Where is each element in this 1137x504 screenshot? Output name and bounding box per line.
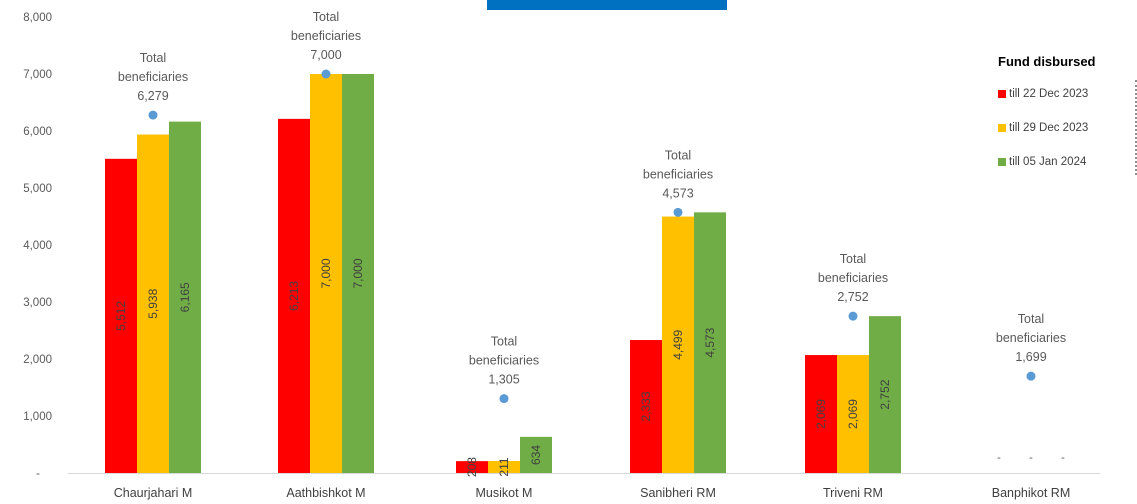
total-beneficiaries-label: Total xyxy=(491,335,517,349)
bar-till-05-jan-2024 xyxy=(169,121,201,473)
total-beneficiaries-label: beneficiaries xyxy=(643,167,713,181)
x-category-label: Aathbishkot M xyxy=(286,486,365,500)
bar-value-label: 6,213 xyxy=(287,281,301,311)
legend-item-till-29-dec: till 29 Dec 2023 xyxy=(998,120,1133,136)
bar-till-22-dec-2023 xyxy=(456,461,488,473)
total-beneficiaries-label: beneficiaries xyxy=(469,354,539,368)
bar-value-label: 4,573 xyxy=(703,327,717,357)
total-beneficiaries-marker xyxy=(148,110,158,120)
bar-till-05-jan-2024 xyxy=(342,74,374,473)
legend-item-till-22-dec: till 22 Dec 2023 xyxy=(998,86,1133,102)
bar-value-label: 2,333 xyxy=(639,391,653,421)
legend-label: till 29 Dec 2023 xyxy=(1009,122,1089,134)
x-category-label: Banphikot RM xyxy=(992,486,1071,500)
y-tick-label: 3,000 xyxy=(23,297,52,309)
bar-value-label: 2,069 xyxy=(814,399,828,429)
legend-swatch-yellow xyxy=(998,124,1006,132)
legend-item-till-05-jan: till 05 Jan 2024 xyxy=(998,154,1133,170)
y-axis: - 1,000 2,000 3,000 4,000 5,000 6,000 7,000 8,00… xyxy=(23,12,52,480)
legend-swatch-red xyxy=(998,90,1006,98)
x-category-label: Triveni RM xyxy=(823,486,883,500)
total-beneficiaries-value: 1,699 xyxy=(1015,350,1046,364)
legend-label: till 05 Jan 2024 xyxy=(1009,156,1087,168)
total-beneficiaries-label: Total xyxy=(140,51,166,65)
bar-value-label: 211 xyxy=(497,457,511,476)
y-tick-label: 2,000 xyxy=(23,354,52,366)
y-tick-label: 4,000 xyxy=(23,240,52,252)
total-beneficiaries-marker xyxy=(1026,371,1036,381)
total-beneficiaries-value: 4,573 xyxy=(662,186,693,200)
x-category-label: Chaurjahari M xyxy=(114,486,193,500)
bar-till-22-dec-2023 xyxy=(630,340,662,473)
y-tick-label: 1,000 xyxy=(23,411,52,423)
bar-value-label: 4,499 xyxy=(671,329,685,359)
total-beneficiaries-label: Total xyxy=(1018,312,1044,326)
bar-till-22-dec-2023 xyxy=(278,118,310,473)
total-beneficiaries-marker xyxy=(673,207,683,217)
bar-till-29-dec-2023 xyxy=(488,460,520,473)
total-beneficiaries-value: 7,000 xyxy=(310,48,341,62)
y-tick-label: - xyxy=(36,468,40,480)
bar-till-05-jan-2024 xyxy=(694,212,726,474)
total-beneficiaries-value: 6,279 xyxy=(137,89,168,103)
y-tick-label: 8,000 xyxy=(23,12,52,24)
total-beneficiaries-label: beneficiaries xyxy=(291,29,361,43)
total-beneficiaries-marker xyxy=(499,394,509,404)
bar-value-label: 5,938 xyxy=(146,288,160,318)
total-beneficiaries-label: Total xyxy=(313,10,339,24)
total-beneficiaries-label: Total xyxy=(840,252,866,266)
bar-value-label: 2,752 xyxy=(878,379,892,409)
bar-series: 5,512 6,213 208 2,333 2,069 - 5,938 7,000 211 4,4… xyxy=(105,74,1065,477)
y-tick-label: 5,000 xyxy=(23,183,52,195)
bar-till-29-dec-2023 xyxy=(137,134,169,473)
bar-till-29-dec-2023 xyxy=(662,216,694,473)
bar-till-29-dec-2023 xyxy=(837,355,869,473)
total-beneficiaries-marker xyxy=(321,69,331,79)
bar-value-label: 634 xyxy=(529,445,543,465)
total-beneficiaries-value: 1,305 xyxy=(488,373,519,387)
total-beneficiaries-label: beneficiaries xyxy=(818,271,888,285)
total-beneficiaries-label: beneficiaries xyxy=(996,331,1066,345)
x-category-label: Musikot M xyxy=(476,486,533,500)
total-beneficiaries-marker xyxy=(848,311,858,321)
bar-value-label: 208 xyxy=(465,457,479,477)
total-beneficiaries-label: beneficiaries xyxy=(118,70,188,84)
x-axis-labels: Chaurjahari M Aathbishkot M Musikot M Sanib… xyxy=(114,486,1071,500)
cropped-edge-marks xyxy=(1132,80,1137,175)
total-beneficiaries-value: 2,752 xyxy=(837,290,868,304)
bar-value-label: 7,000 xyxy=(351,258,365,288)
title-banner xyxy=(487,0,727,10)
bar-value-label: - xyxy=(1029,452,1033,464)
y-tick-label: 6,000 xyxy=(23,126,52,138)
total-beneficiaries-label: Total xyxy=(665,148,691,162)
bar-value-label: 2,069 xyxy=(846,399,860,429)
legend: Fund disbursed till 22 Dec 2023 till 29 … xyxy=(998,54,1133,188)
bar-value-label: - xyxy=(997,452,1001,464)
bar-value-label: 5,512 xyxy=(114,301,128,331)
bar-till-05-jan-2024 xyxy=(869,316,901,473)
legend-label: till 22 Dec 2023 xyxy=(1009,88,1089,100)
y-tick-label: 7,000 xyxy=(23,69,52,81)
x-category-label: Sanibheri RM xyxy=(640,486,716,500)
bar-value-label: - xyxy=(1061,452,1065,464)
total-beneficiaries-markers: Total beneficiaries 6,279 Total beneficiarie… xyxy=(118,10,1066,404)
bar-till-22-dec-2023 xyxy=(105,158,137,474)
bar-till-22-dec-2023 xyxy=(805,355,837,473)
legend-swatch-green xyxy=(998,158,1006,166)
bar-value-label: 7,000 xyxy=(319,258,333,288)
bar-till-29-dec-2023 xyxy=(310,74,342,473)
legend-title: Fund disbursed xyxy=(998,54,1096,69)
bar-till-05-jan-2024 xyxy=(520,436,552,473)
bar-value-label: 6,165 xyxy=(178,282,192,312)
